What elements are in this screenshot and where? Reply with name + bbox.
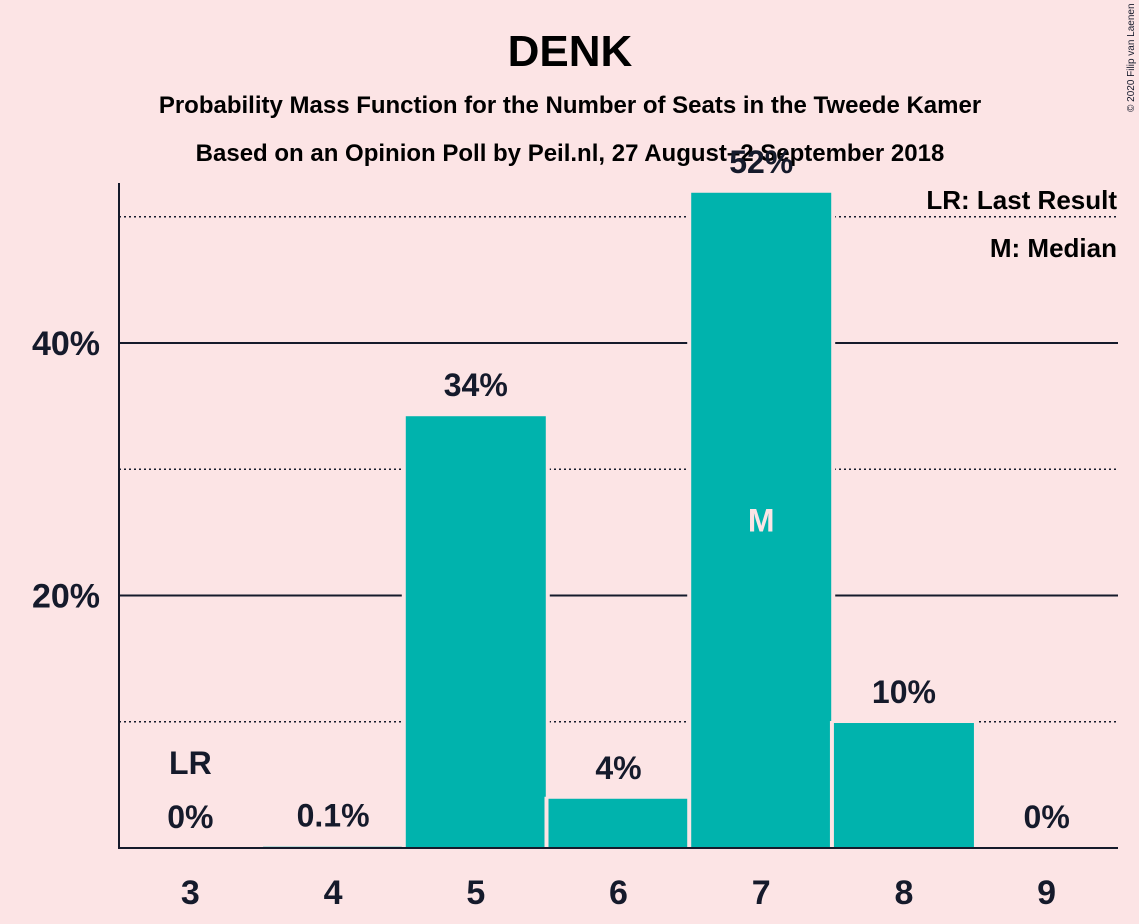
x-tick-label-6: 6 — [609, 874, 628, 912]
legend-last-result: LR: Last Result — [926, 185, 1117, 215]
data-label-seats-3: 0% — [167, 799, 213, 835]
data-label-seats-9: 0% — [1024, 799, 1070, 835]
x-tick-label-8: 8 — [894, 874, 913, 912]
data-label-seats-5: 34% — [444, 367, 508, 403]
legend-median: M: Median — [990, 233, 1117, 263]
data-label-seats-7: 52% — [729, 144, 793, 180]
bar-gap — [259, 844, 408, 848]
x-tick-label-9: 9 — [1037, 874, 1056, 912]
data-label-seats-8: 10% — [872, 674, 936, 710]
y-tick-label-bg — [20, 317, 106, 369]
x-tick-label-4: 4 — [324, 874, 343, 912]
last-result-marker: LR — [169, 745, 212, 781]
x-tick-labels: 3 4 5 6 7 8 9 — [181, 874, 1056, 912]
y-tick-labels: 20% 40% — [20, 317, 106, 622]
chart-subtitle-source: Based on an Opinion Poll by Peil.nl, 27 … — [196, 140, 945, 167]
x-tick-label-5: 5 — [466, 874, 485, 912]
chart-subtitle: Probability Mass Function for the Number… — [159, 92, 981, 119]
bars — [259, 190, 978, 848]
gridlines — [119, 216, 1118, 723]
data-label-seats-4: 0.1% — [297, 798, 370, 834]
x-tick-label-7: 7 — [752, 874, 771, 912]
bar-seats-8 — [833, 723, 974, 848]
data-labels: 0% LR 0.1% 34% 4% 52% M 10% 0% — [167, 144, 1070, 835]
y-tick-label-bg — [20, 569, 106, 622]
x-tick-label-3: 3 — [181, 874, 200, 912]
data-label-seats-6: 4% — [595, 750, 641, 786]
bar-seats-7 — [691, 192, 832, 848]
median-marker: M — [748, 502, 775, 538]
y-tick-label-20: 20% — [32, 578, 100, 616]
chart-title: DENK — [508, 27, 633, 76]
bar-seats-6 — [548, 798, 689, 848]
y-tick-label-40: 40% — [32, 325, 100, 363]
bar-seats-5 — [405, 416, 546, 848]
copyright-note: © 2020 Filip van Laenen — [1126, 3, 1137, 112]
